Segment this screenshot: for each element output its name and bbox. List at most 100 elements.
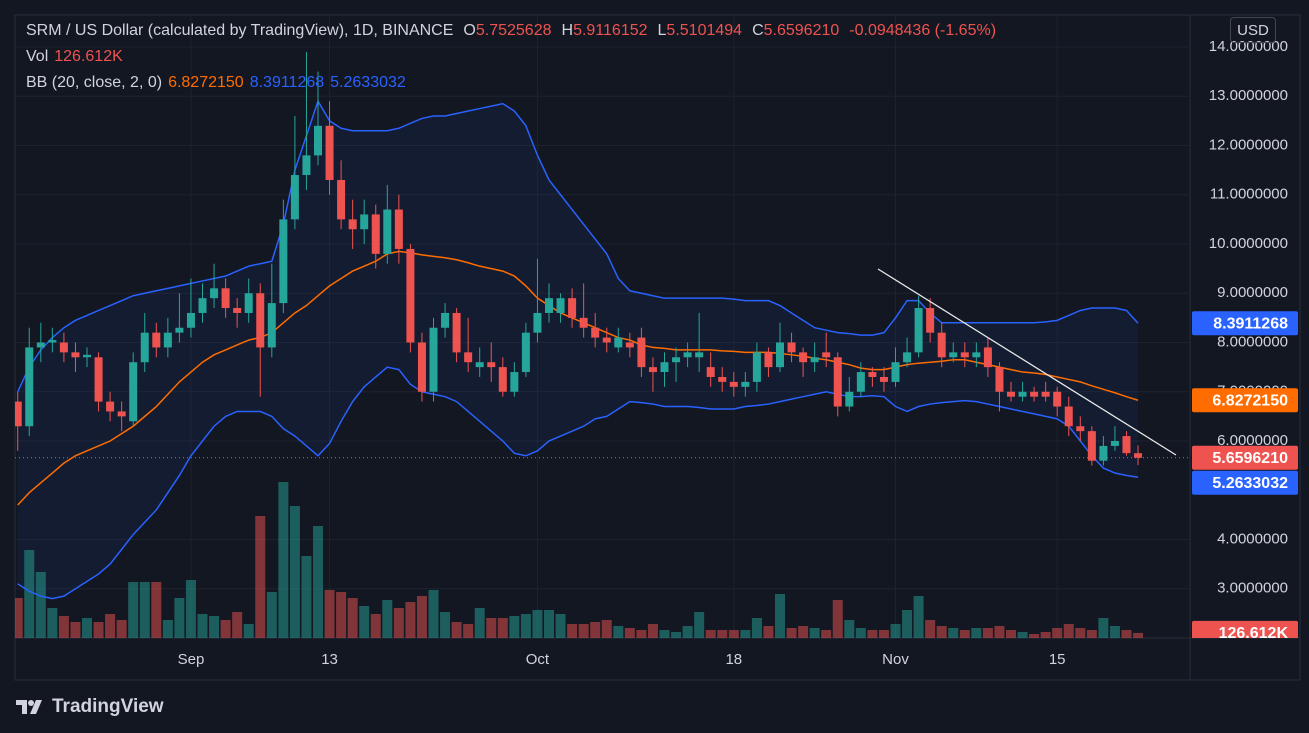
volume-bar <box>867 630 878 638</box>
volume-bar <box>336 592 347 638</box>
candle-body <box>371 214 380 254</box>
candle-body <box>129 362 138 422</box>
candle-body <box>648 367 657 373</box>
volume-bar <box>151 582 162 638</box>
volume-bar <box>544 610 554 638</box>
candle-body <box>614 337 623 348</box>
volume-bar <box>497 618 508 638</box>
candle-body <box>417 342 426 392</box>
candle-body <box>290 175 299 220</box>
candle-body <box>706 367 715 377</box>
candle-body <box>1099 445 1108 461</box>
candle-body <box>556 298 565 313</box>
volume-bar <box>971 628 982 638</box>
volume-bar <box>440 612 451 638</box>
candle-body <box>452 312 461 353</box>
candle-body <box>302 155 311 176</box>
candle-body <box>926 308 935 333</box>
candle-body <box>325 125 334 180</box>
price-labels: 8.3911268 6.8272150 5.6596210 5.2633032 126.… <box>1192 311 1298 638</box>
candle-body <box>972 352 981 358</box>
volume-bar <box>601 620 612 638</box>
key: H <box>561 22 574 39</box>
volume-bar <box>474 608 485 638</box>
candle-body <box>741 381 750 387</box>
candle-body <box>1041 391 1050 397</box>
candle-body <box>163 332 172 348</box>
legend: SRM / US Dollar (calculated by TradingVi… <box>26 18 996 96</box>
candle-body <box>25 347 34 427</box>
volume-bar <box>1109 626 1120 638</box>
open-field: O 5.7525628 <box>463 18 551 44</box>
volume-bar <box>393 608 404 638</box>
volume-bar <box>855 628 866 638</box>
volume-name: Vol <box>26 48 49 65</box>
volume-bar <box>751 618 762 638</box>
volume-bar <box>694 612 705 638</box>
candle-body <box>868 372 877 377</box>
volume-bar <box>324 590 335 638</box>
candle-body <box>602 337 611 343</box>
candle-body <box>729 381 738 387</box>
currency-button[interactable]: USD <box>1230 17 1276 43</box>
volume-bar <box>24 550 35 638</box>
brand-logo <box>16 700 42 714</box>
candle-body <box>198 298 207 313</box>
volume-bar <box>220 620 231 638</box>
volume-bar <box>659 630 670 638</box>
candle-body <box>1087 431 1096 461</box>
candle-body <box>279 219 288 304</box>
volume-bar <box>578 624 589 638</box>
volume-bar <box>982 628 993 638</box>
volume-bar <box>925 620 936 638</box>
volume-bar <box>313 526 323 638</box>
volume-bar <box>555 614 566 638</box>
candle-body <box>879 376 888 382</box>
value: 5.6596210 <box>763 22 840 39</box>
grid <box>15 15 1190 638</box>
candle-body <box>1018 391 1027 397</box>
value: 5.5101494 <box>666 22 743 39</box>
candle-body <box>833 357 842 407</box>
value: 5.7525628 <box>475 22 552 39</box>
candle-body <box>799 352 808 363</box>
candle-body <box>394 209 403 249</box>
candle-body <box>625 342 634 348</box>
x-tick-label: 18 <box>725 651 742 668</box>
candle-body <box>995 367 1004 392</box>
volume-bar <box>844 620 855 638</box>
candle-body <box>1134 453 1143 458</box>
volume-bar <box>832 600 843 638</box>
candle-body <box>683 352 692 358</box>
volume-bar <box>35 572 46 638</box>
volume-bar <box>370 614 381 638</box>
key: C <box>752 22 764 39</box>
volume-bar <box>82 618 92 638</box>
volume-bar <box>416 596 427 638</box>
symbol-title: SRM / US Dollar (calculated by TradingVi… <box>26 22 454 39</box>
candle-body <box>1076 426 1085 432</box>
brand-name: TradingView <box>52 696 164 717</box>
candle-body <box>152 332 161 348</box>
price-label: 6.8272150 <box>1212 392 1288 409</box>
candle-body <box>960 352 969 358</box>
volume-bar <box>728 630 739 638</box>
volume-bar <box>116 620 127 638</box>
volume-bar <box>913 596 924 638</box>
key: L <box>657 22 667 39</box>
candles <box>15 51 1190 466</box>
volume-bar <box>93 622 104 638</box>
legend-row-bb: BB (20, close, 2, 0) 6.8272150 8.3911268… <box>26 70 996 96</box>
volume-bar <box>289 506 300 638</box>
volume-bar <box>1017 632 1028 638</box>
volume-bar <box>520 614 531 638</box>
volume-bar <box>1063 624 1074 638</box>
bb-lower-line <box>17 366 1139 600</box>
volume-value: 126.612K <box>54 48 123 65</box>
legend-row-volume: Vol 126.612K <box>26 44 996 70</box>
x-tick-label: 15 <box>1049 651 1066 668</box>
y-tick-label: 12.0000000 <box>1209 136 1288 153</box>
candle-body <box>533 312 542 333</box>
volume-bar <box>174 598 185 638</box>
volume-bar <box>232 612 243 638</box>
